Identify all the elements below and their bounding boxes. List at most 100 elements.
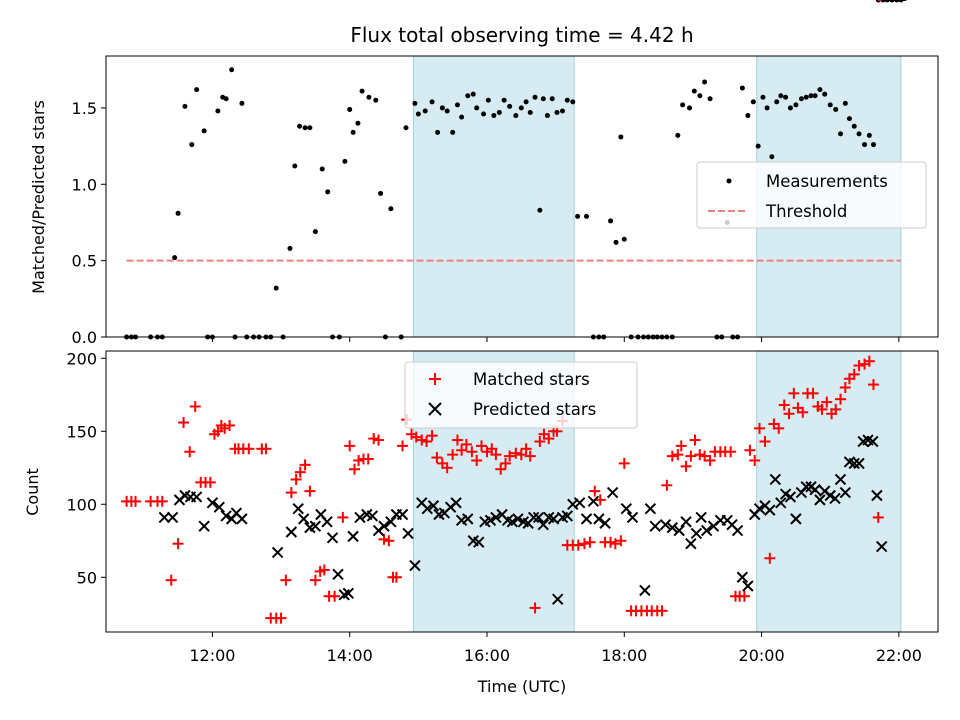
measurement-point xyxy=(793,102,799,108)
measurement-point xyxy=(798,96,804,102)
predicted-stars-point xyxy=(731,524,744,537)
count-panel: 50 100 150 200 12:00 14:00 16:00 18:00 20:00 22:… xyxy=(23,0,939,696)
predicted-stars-point xyxy=(853,457,865,470)
shaded-interval-0 xyxy=(413,55,575,338)
matched-stars-point xyxy=(451,434,463,446)
x-tick-label: 18:00 xyxy=(601,646,647,665)
matched-stars-point xyxy=(495,463,507,475)
predicted-stars-point xyxy=(462,513,474,525)
predicted-stars-point xyxy=(649,520,661,532)
matched-stars-point xyxy=(156,495,168,507)
predicted-stars-point xyxy=(385,516,397,528)
measurement-point xyxy=(760,94,766,100)
measurement-point xyxy=(422,108,428,114)
measurement-point xyxy=(182,103,188,109)
measurement-point xyxy=(787,105,793,111)
measurement-point xyxy=(544,113,550,119)
predicted-stars-point xyxy=(666,521,679,534)
matched-stars-point xyxy=(466,446,478,458)
matched-stars-point xyxy=(524,450,536,462)
measurement-point xyxy=(866,132,872,138)
matched-stars-point xyxy=(773,422,785,434)
count-panel-frame xyxy=(105,350,939,633)
measurement-point xyxy=(584,213,590,219)
predicted-stars-point xyxy=(673,524,685,537)
matched-stars-point xyxy=(689,434,701,446)
measurement-point xyxy=(201,128,207,134)
predicted-stars-point xyxy=(790,513,802,525)
matched-stars-point xyxy=(584,536,596,548)
predicted-stars-point xyxy=(547,513,560,525)
y-tick-label: 100 xyxy=(66,495,97,514)
matched-stars-point xyxy=(839,381,851,393)
y-tick-label: 1.0 xyxy=(72,175,97,194)
measurement-point xyxy=(491,113,497,119)
predicted-stars-point xyxy=(573,497,586,509)
predicted-stars-point xyxy=(506,516,519,528)
measurement-point xyxy=(870,142,876,148)
matched-stars-point xyxy=(797,406,809,418)
matched-stars-point xyxy=(275,612,287,624)
matched-stars-point xyxy=(318,564,330,576)
matched-stars-point xyxy=(184,446,196,458)
matched-stars-point xyxy=(685,450,697,462)
count-axis-label: Count xyxy=(23,468,42,516)
matched-stars-point xyxy=(130,495,142,507)
predicted-stars-point xyxy=(775,497,787,509)
y-tick-label: 0.5 xyxy=(72,252,97,271)
matched-stars-point xyxy=(867,379,879,391)
predicted-stars-point xyxy=(580,513,593,525)
matched-stars-point xyxy=(290,473,302,485)
predicted-stars-point xyxy=(690,527,703,540)
matched-stars-point xyxy=(431,452,443,464)
matched-stars-point xyxy=(349,463,361,475)
predicted-stars-point xyxy=(409,559,421,572)
measurement-point xyxy=(851,123,857,129)
legend-label-threshold: Threshold xyxy=(765,202,847,221)
matched-stars-point xyxy=(421,436,433,448)
matched-stars-point xyxy=(390,571,402,583)
predicted-stars-point xyxy=(606,486,619,499)
measurement-point xyxy=(783,94,789,100)
legend-label-predicted: Predicted stars xyxy=(473,400,596,419)
measurement-point xyxy=(450,129,456,135)
predicted-stars-point xyxy=(366,510,379,522)
predicted-stars-point xyxy=(213,501,225,513)
matched-stars-point xyxy=(368,433,380,445)
measurement-point xyxy=(287,245,293,251)
predicted-stars-point xyxy=(736,571,749,583)
measurement-point xyxy=(513,113,519,119)
measurement-point xyxy=(292,163,298,169)
measurement-point xyxy=(618,134,624,140)
y-tick-label: 200 xyxy=(66,349,97,368)
predicted-stars-point xyxy=(484,514,497,527)
measurement-point xyxy=(454,102,460,108)
matched-stars-point xyxy=(285,487,297,499)
y-tick-label: 1.5 xyxy=(72,99,97,118)
matched-stars-point xyxy=(853,360,865,372)
predicted-stars-point xyxy=(532,511,545,524)
measurement-point xyxy=(325,189,331,195)
measurement-point xyxy=(808,93,814,99)
measurement-point xyxy=(842,100,848,106)
measurement-point xyxy=(856,131,862,137)
predicted-stars-point xyxy=(839,486,852,499)
predicted-stars-point xyxy=(527,511,540,524)
matched-stars-point xyxy=(704,454,716,466)
matched-stars-point xyxy=(618,457,630,469)
matched-stars-point xyxy=(299,459,311,471)
measurement-point xyxy=(312,229,318,235)
chart-title: Flux total observing time = 4.42 h xyxy=(350,23,693,47)
predicted-stars-point xyxy=(680,516,692,528)
measurement-point xyxy=(575,213,581,219)
matched-stars-point xyxy=(383,535,395,547)
matched-stars-point xyxy=(661,479,673,491)
measurement-point xyxy=(412,100,418,106)
matched-stars-point xyxy=(426,430,438,442)
matched-stars-point xyxy=(764,552,776,564)
measurement-point xyxy=(822,91,828,97)
predicted-stars-point xyxy=(537,519,549,531)
measurement-point xyxy=(686,105,692,111)
measurement-point xyxy=(239,100,245,106)
predicted-stars-point xyxy=(814,494,826,506)
